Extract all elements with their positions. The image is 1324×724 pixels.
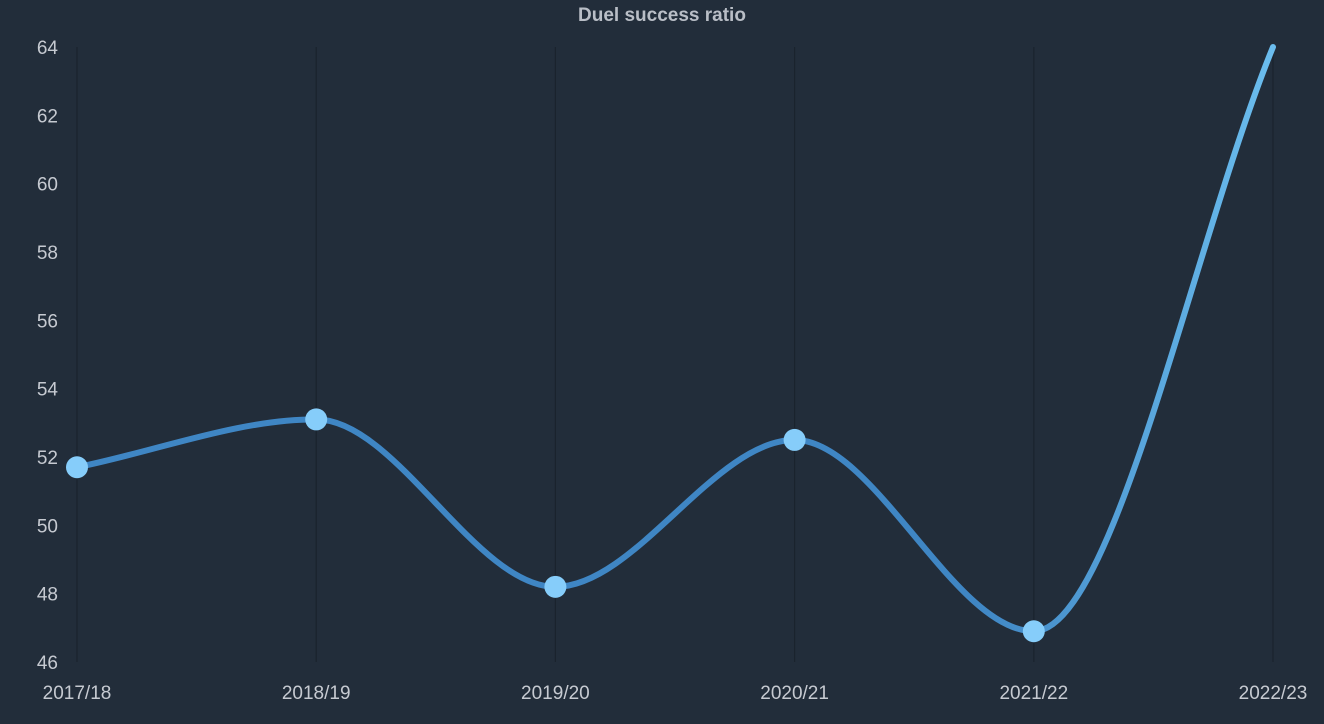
y-tick-label: 46	[37, 653, 58, 674]
data-point[interactable]	[544, 575, 567, 598]
data-point[interactable]	[66, 456, 88, 479]
x-tick-label: 2020/21	[760, 683, 829, 704]
x-tick-label: 2022/23	[1239, 683, 1308, 704]
y-tick-label: 62	[37, 106, 58, 127]
y-tick-label: 54	[37, 380, 59, 401]
series-line	[74, 44, 1276, 635]
x-tick-label: 2019/20	[521, 683, 590, 704]
y-tick-label: 50	[37, 516, 58, 537]
y-tick-label: 58	[37, 243, 58, 264]
data-point[interactable]	[783, 428, 806, 451]
y-tick-label: 60	[37, 175, 58, 196]
y-tick-label: 64	[37, 38, 59, 59]
y-tick-label: 52	[37, 448, 58, 469]
x-tick-label: 2021/22	[999, 683, 1068, 704]
x-tick-label: 2017/18	[43, 683, 112, 704]
data-point[interactable]	[305, 408, 328, 431]
x-tick-label: 2018/19	[282, 683, 351, 704]
chart-title: Duel success ratio	[578, 5, 746, 26]
y-tick-label: 48	[37, 585, 58, 606]
data-point[interactable]	[1022, 620, 1045, 643]
y-tick-label: 56	[37, 311, 58, 332]
